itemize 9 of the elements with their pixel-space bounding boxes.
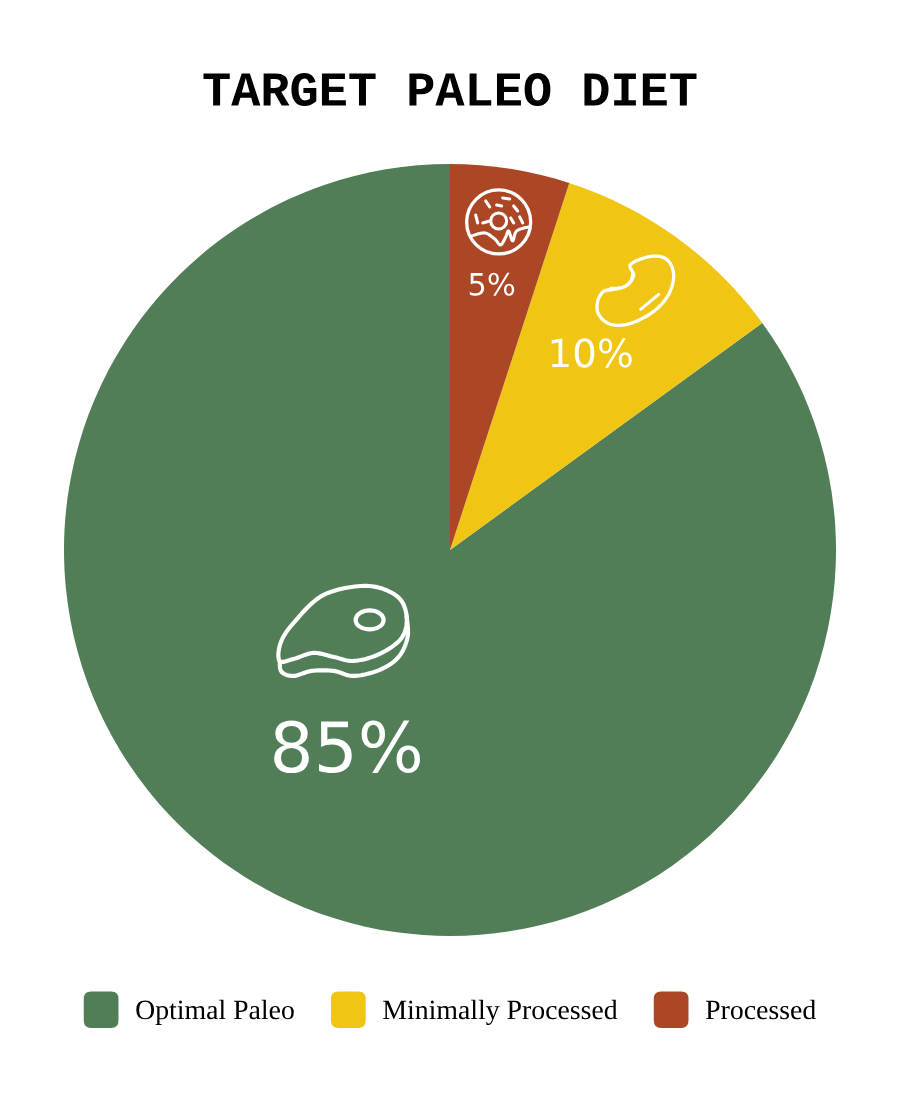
legend-label: Optimal Paleo xyxy=(136,999,294,1025)
pie-slice xyxy=(64,164,836,936)
pie-slice xyxy=(450,182,763,550)
data-label: 5% xyxy=(469,272,515,296)
data-label: 10% xyxy=(551,338,632,368)
legend-label: Processed xyxy=(705,999,816,1020)
legend-label: Minimally Processed xyxy=(383,999,618,1026)
data-label: 85% xyxy=(274,720,420,774)
chart-title: TARGET PALEO DIET xyxy=(203,73,697,107)
